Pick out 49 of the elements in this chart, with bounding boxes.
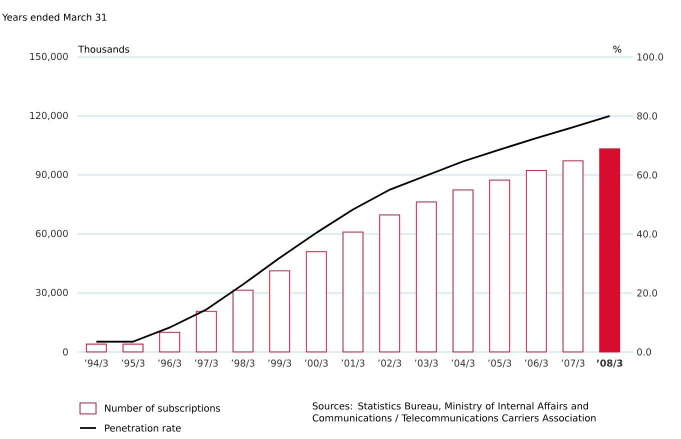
bar [489,180,510,352]
bar [562,160,584,352]
y2-tick-label: 80.0 [637,112,658,120]
y2-tick-label: 40.0 [637,230,658,238]
y-tick-label: 120,000 [30,112,68,120]
x-tick-label: ’05/3 [488,360,512,368]
y-tick-label: 150,000 [30,52,68,62]
bar [342,232,364,352]
bar [306,251,327,352]
chart-subtitle: Years ended March 31 [2,13,106,21]
x-tick-label: ’02/3 [378,360,402,368]
legend-label: Number of subscriptions [105,404,220,414]
y-tick-label: 90,000 [36,170,68,180]
y2-axis-title: % [613,46,622,53]
bar [269,270,290,352]
bar [159,332,180,352]
bar [86,344,107,352]
legend-label: Penetration rate [105,424,181,432]
x-tick-label: ’96/3 [158,360,182,368]
y-axis-title: Thousands [78,45,130,53]
bar [416,201,437,352]
y2-tick-label: 60.0 [637,171,658,179]
x-tick-label: ’01/3 [342,360,364,368]
y-tick-label: 60,000 [36,230,68,238]
x-tick-label: ’07/3 [562,360,584,368]
x-tick-label: ’08/3 [596,360,622,368]
bar [526,170,547,352]
bar [452,189,474,352]
x-tick-label: ’94/3 [84,360,108,368]
y-tick-label: 0 [63,348,68,356]
x-tick-label: ’00/3 [304,360,328,368]
x-tick-label: ’95/3 [122,360,144,368]
bar [232,290,254,352]
y-tick-label: 30,000 [36,288,68,298]
y2-tick-label: 100.0 [638,53,664,61]
y2-tick-label: 0.0 [637,348,651,356]
bar [122,344,144,352]
source-note: Sources: Statistics Bureau, Ministry of Internal Affairs and Communications / Telecommunications Carriers Association [312,402,596,422]
x-tick-label: ’99/3 [268,360,292,368]
line-series [95,115,611,343]
x-tick-label: ’03/3 [414,360,438,368]
y2-tick-label: 20.0 [637,289,658,297]
x-tick-label: ’04/3 [452,360,474,368]
bar [599,148,620,352]
x-tick-label: ’98/3 [232,360,254,368]
bar [379,214,400,352]
x-tick-label: ’97/3 [194,360,218,368]
bar [196,310,217,352]
x-tick-label: ’06/3 [524,360,548,368]
